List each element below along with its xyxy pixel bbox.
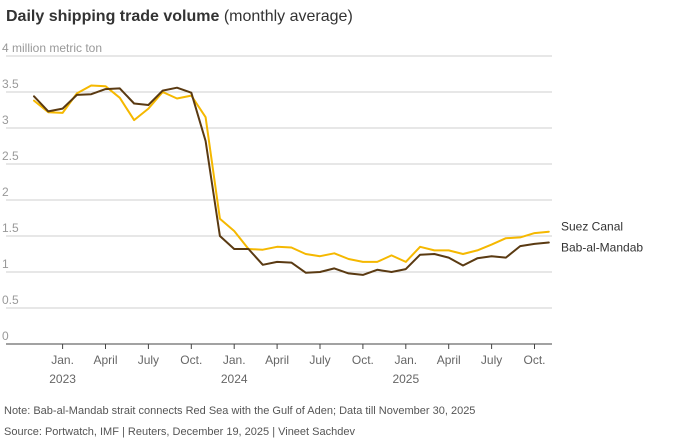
chart-title: Daily shipping trade volume (monthly ave… xyxy=(6,8,353,26)
y-tick-label: 3.5 xyxy=(2,77,19,91)
y-tick-label: 0 xyxy=(2,329,9,343)
x-tick-label: Jan. xyxy=(223,353,246,367)
x-tick-label: Jan. xyxy=(51,353,74,367)
x-tick-year-label: 2023 xyxy=(49,372,76,386)
x-tick-label: July xyxy=(138,353,159,367)
x-tick-label: July xyxy=(309,353,330,367)
x-tick-label: July xyxy=(481,353,502,367)
x-tick-label: Oct. xyxy=(523,353,545,367)
x-tick-year-label: 2025 xyxy=(392,372,419,386)
x-tick-year-label: 2024 xyxy=(221,372,248,386)
legend-label-bab-al-mandab: Bab-al-Mandab xyxy=(561,240,643,254)
y-tick-label: 2.5 xyxy=(2,149,19,163)
y-tick-label: 2 xyxy=(2,185,9,199)
x-tick-label: Oct. xyxy=(352,353,374,367)
x-tick-label: Jan. xyxy=(394,353,417,367)
series-line-suez-canal xyxy=(33,84,550,263)
y-tick-label: 1.5 xyxy=(2,221,19,235)
chart-title-main: Daily shipping trade volume xyxy=(6,8,220,25)
x-tick-label: April xyxy=(437,353,461,367)
line-chart: 0 0.5 1 1.5 2 2.5 3 3.5 4 million metric ton Jan.… xyxy=(2,41,643,386)
x-tick-label: Oct. xyxy=(180,353,202,367)
y-tick-label: 1 xyxy=(2,257,9,271)
x-tick-label: April xyxy=(265,353,289,367)
source-credit: Source: Portwatch, IMF | Reuters, Decemb… xyxy=(4,426,355,438)
y-tick-label: 3 xyxy=(2,113,9,127)
footnote: Note: Bab-al-Mandab strait connects Red … xyxy=(4,405,476,417)
chart-title-sub: (monthly average) xyxy=(223,8,353,25)
y-tick-label: 0.5 xyxy=(2,293,19,307)
y-tick-label: 4 million metric ton xyxy=(2,41,102,55)
series-line-bab-al-mandab xyxy=(33,86,550,276)
legend-label-suez-canal: Suez Canal xyxy=(561,220,623,234)
x-tick-label: April xyxy=(93,353,117,367)
